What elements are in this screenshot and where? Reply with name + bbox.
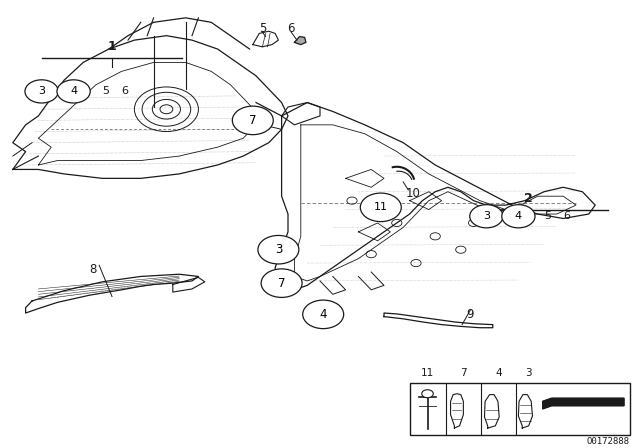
Text: 3: 3 (525, 368, 531, 378)
Circle shape (502, 205, 535, 228)
Text: 4: 4 (70, 86, 77, 96)
Text: 5: 5 (102, 86, 109, 96)
Circle shape (57, 80, 90, 103)
Text: 4: 4 (319, 308, 327, 321)
Text: 7: 7 (278, 277, 285, 290)
Text: 6: 6 (122, 86, 128, 96)
Circle shape (422, 390, 433, 398)
Polygon shape (294, 37, 306, 45)
Circle shape (232, 106, 273, 135)
Polygon shape (484, 395, 499, 428)
Text: 3: 3 (38, 86, 45, 96)
Text: 11: 11 (374, 202, 388, 212)
Circle shape (303, 300, 344, 329)
Polygon shape (543, 398, 624, 409)
Text: 7: 7 (249, 114, 257, 127)
Circle shape (258, 236, 299, 264)
Text: 7: 7 (460, 368, 467, 378)
Text: 6: 6 (287, 22, 295, 35)
Bar (410, 383, 630, 435)
Text: 9: 9 (467, 308, 474, 321)
Text: O0172888: O0172888 (587, 437, 630, 446)
Text: 3: 3 (483, 211, 490, 221)
Text: 11: 11 (421, 368, 434, 378)
Circle shape (360, 193, 401, 222)
Polygon shape (451, 394, 463, 428)
Circle shape (470, 205, 503, 228)
Text: 8: 8 (89, 263, 97, 276)
Text: 4: 4 (495, 368, 502, 378)
Text: 3: 3 (275, 243, 282, 256)
Text: 1: 1 (108, 40, 116, 53)
Circle shape (25, 80, 58, 103)
Text: 5: 5 (544, 211, 550, 221)
Circle shape (261, 269, 302, 297)
Text: 6: 6 (563, 211, 570, 221)
Polygon shape (518, 395, 532, 428)
Text: 10: 10 (405, 187, 420, 200)
Text: 4: 4 (515, 211, 522, 221)
Text: 2: 2 (524, 192, 532, 205)
Text: 5: 5 (259, 22, 266, 35)
